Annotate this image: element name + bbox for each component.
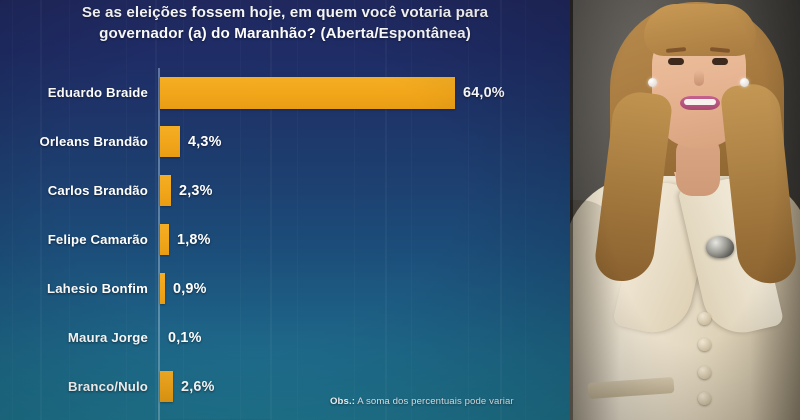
eye-left — [668, 58, 684, 65]
bar-row: Maura Jorge 0,1% — [0, 313, 570, 362]
bar-row: Felipe Camarão 1,8% — [0, 215, 570, 264]
title-line-1: Se as eleições fossem hoje, em quem você… — [81, 4, 489, 21]
blazer-button — [698, 312, 711, 325]
bar-category-label: Lahesio Bonfim — [46, 281, 148, 296]
bar — [160, 273, 165, 304]
bar-category-label: Carlos Brandão — [47, 183, 148, 198]
footnote-prefix: Obs.: — [330, 396, 356, 407]
footnote-text: A soma dos percentuais pode variar — [355, 396, 514, 407]
bar-wrapper: 2,3% — [160, 166, 213, 215]
teeth — [684, 99, 716, 105]
bar-wrapper: 0,9% — [160, 264, 207, 313]
bar — [160, 76, 455, 109]
bar-category-label: Felipe Camarão — [47, 232, 148, 247]
bar-row: Lahesio Bonfim 0,9% — [0, 264, 570, 313]
y-axis-line — [158, 68, 160, 420]
bar-value-label: 0,9% — [173, 280, 207, 297]
bar-category-label: Orleans Brandão — [39, 134, 148, 149]
blazer-button — [698, 338, 711, 351]
earring-left — [648, 78, 657, 87]
nose — [694, 70, 704, 86]
bar-value-label: 64,0% — [463, 84, 505, 101]
bar-value-label: 2,3% — [179, 182, 213, 199]
bar-value-label: 0,1% — [168, 329, 202, 346]
footnote: Obs.: A soma dos percentuais pode variar — [330, 396, 570, 408]
bar-value-label: 2,6% — [181, 378, 215, 395]
bar-value-label: 1,8% — [177, 231, 211, 248]
panel-divider — [570, 0, 573, 420]
bar — [160, 224, 169, 255]
bar-wrapper: 4,3% — [160, 117, 222, 166]
eye-right — [712, 58, 728, 65]
bar-row: Branco/Nulo 2,6% — [0, 362, 570, 411]
title-line-2: governador (a) do Maranhão? (Aberta/Espo… — [99, 25, 471, 42]
bar — [160, 126, 180, 157]
bar-wrapper: 2,6% — [160, 362, 215, 411]
presenter-video-panel — [570, 0, 800, 420]
blazer-button — [698, 392, 711, 405]
page-title: Se as eleições fossem hoje, em quem você… — [0, 2, 570, 44]
bar-wrapper: 1,8% — [160, 215, 211, 264]
bar-row: Eduardo Braide 64,0% — [0, 68, 570, 117]
bar-row: Orleans Brandão 4,3% — [0, 117, 570, 166]
bar — [160, 371, 173, 402]
bar-category-label: Maura Jorge — [67, 330, 148, 345]
bar-wrapper — [160, 411, 280, 420]
bar-category-label — [0, 411, 148, 420]
bar-row — [0, 411, 570, 420]
bar-chart-plot: Eduardo Braide 64,0% Orleans Brandão 4,3% Ca… — [0, 68, 570, 420]
brooch-icon — [706, 236, 734, 258]
blazer-button — [698, 366, 711, 379]
earring-right — [740, 78, 749, 87]
bar-wrapper: 64,0% — [160, 68, 505, 117]
bar-row: Carlos Brandão 2,3% — [0, 166, 570, 215]
bar — [160, 175, 171, 206]
bar-value-label: 4,3% — [188, 133, 222, 150]
presenter-fringe — [644, 4, 756, 56]
bar-category-label: Eduardo Braide — [47, 85, 148, 100]
bar-category-label: Branco/Nulo — [67, 379, 148, 394]
bar-wrapper: 0,1% — [160, 313, 202, 362]
chart-panel: Se as eleições fossem hoje, em quem você… — [0, 0, 570, 420]
